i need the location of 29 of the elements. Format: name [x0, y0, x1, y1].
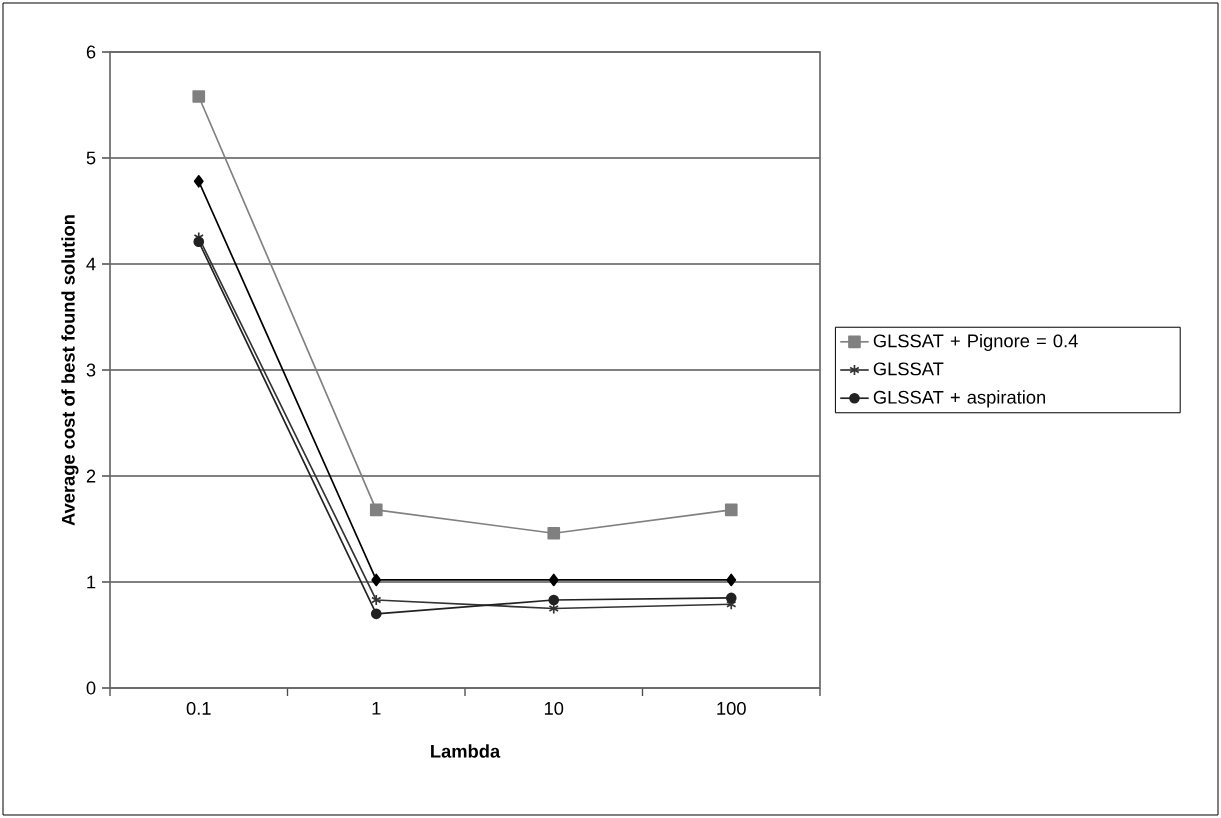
- y-axis-title: Average cost of best found solution: [61, 215, 79, 526]
- y-tick-label: 4: [86, 257, 96, 271]
- y-tick-label: 0: [86, 681, 96, 695]
- x-tick-label: 100: [717, 701, 746, 715]
- point: [193, 174, 204, 188]
- legend-label: GLSSAT + Pignore = 0.4: [873, 333, 1078, 351]
- y-tick-label: 6: [86, 45, 96, 59]
- point: [192, 90, 206, 103]
- x-tick-label: 0.1: [186, 701, 211, 715]
- point: [370, 608, 382, 620]
- legend-label: GLSSAT + aspiration: [873, 390, 1046, 408]
- y-tick-label: 3: [86, 363, 96, 377]
- point: [725, 592, 737, 604]
- x-tick-label: 10: [544, 701, 564, 715]
- point: [193, 236, 205, 248]
- point: [547, 526, 561, 540]
- x-tick-label: 1: [372, 701, 381, 715]
- point: [724, 503, 738, 517]
- point: [726, 573, 737, 587]
- point: [548, 594, 560, 606]
- x-axis-title: Lambda: [431, 744, 501, 758]
- point: [548, 573, 559, 587]
- legend-label: GLSSAT: [873, 362, 944, 376]
- point: [371, 573, 382, 587]
- point: [369, 503, 383, 517]
- y-tick-label: 1: [87, 575, 96, 589]
- y-tick-label: 5: [86, 151, 96, 165]
- point: [371, 594, 382, 606]
- y-tick-label: 2: [86, 469, 96, 483]
